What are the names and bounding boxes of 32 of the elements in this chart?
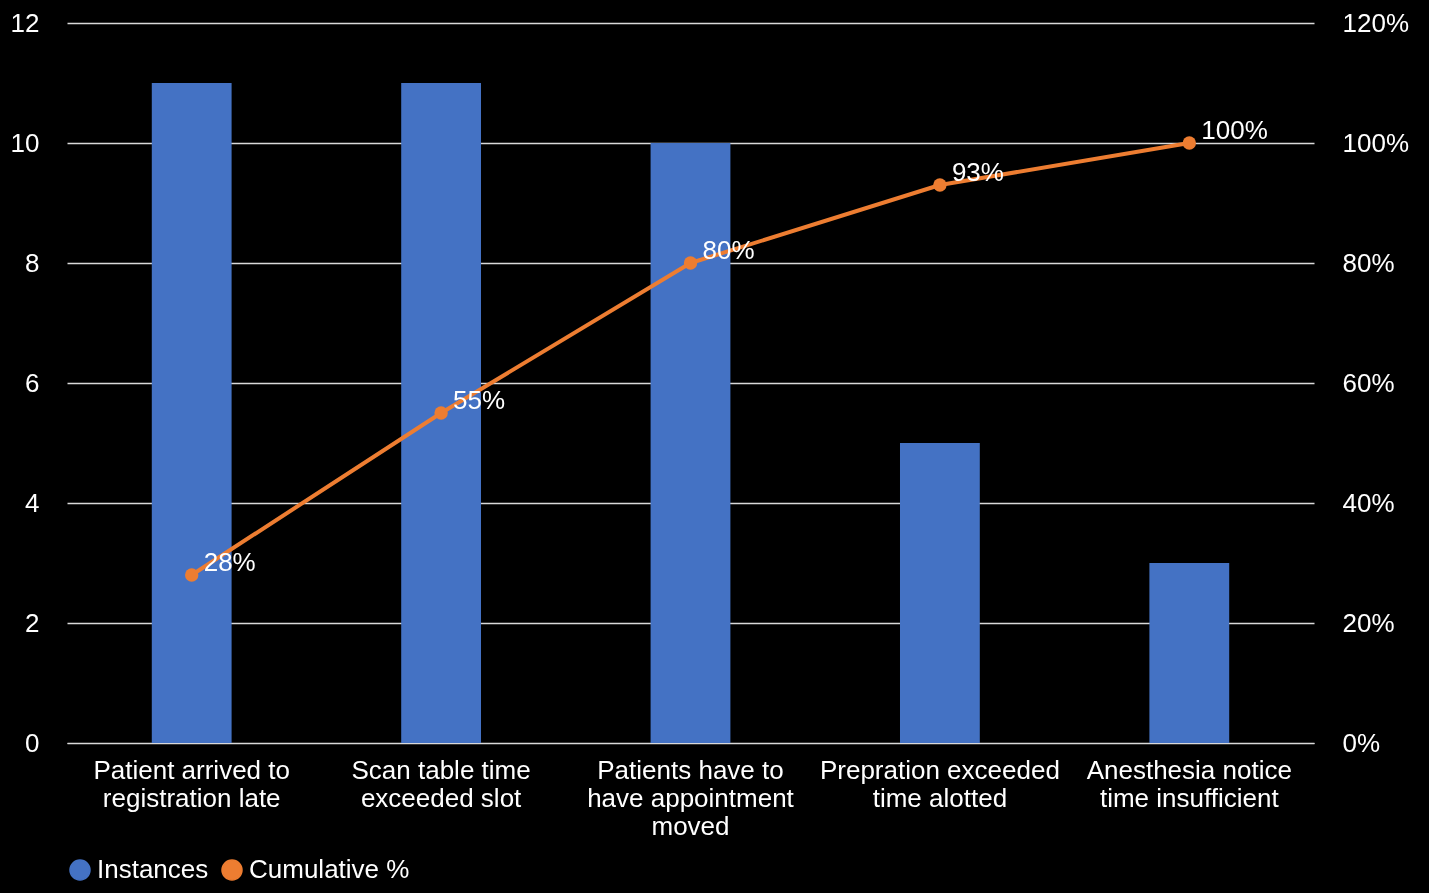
bar: [1149, 563, 1230, 743]
x-tick-label: Prepration exceeded time alotted: [819, 754, 1060, 813]
point: [683, 256, 698, 270]
x-tick-label: Anesthesia notice time insufficient: [1086, 754, 1292, 813]
bar: [900, 443, 980, 743]
y2-tick-label: 0%: [1342, 727, 1381, 758]
y2-tick-label: 80%: [1342, 247, 1395, 278]
y2-tick-label: 60%: [1342, 367, 1395, 398]
y-tick-label: 8: [25, 247, 40, 278]
y-tick-label: 4: [25, 487, 40, 518]
data-label: 80%: [702, 235, 755, 265]
y-tick-label: 6: [25, 367, 40, 398]
data-label: 28%: [203, 547, 256, 577]
data-label: 55%: [453, 385, 506, 415]
y-tick-label: 12: [10, 7, 40, 38]
y2-tick-label: 100%: [1342, 127, 1409, 158]
y-tick-label: 10: [10, 127, 40, 158]
legend-label: Cumulative %: [249, 854, 410, 884]
legend-label: Instances: [97, 854, 209, 884]
y2-tick-label: 20%: [1342, 607, 1395, 638]
point: [933, 178, 947, 192]
point: [184, 568, 199, 582]
x-tick-label: Patient arrived to registration late: [93, 754, 290, 813]
y-tick-label: 0: [25, 727, 40, 758]
y2-tick-label: 120%: [1342, 7, 1409, 38]
x-tick-label: Scan table time exceeded slot: [351, 754, 531, 813]
point: [434, 406, 448, 420]
x-tick-label: Patients have to have appointment moved: [587, 754, 795, 841]
y2-tick-label: 40%: [1342, 487, 1395, 518]
y-tick-label: 2: [25, 607, 40, 638]
data-label: 100%: [1201, 115, 1268, 145]
point: [1182, 136, 1197, 150]
